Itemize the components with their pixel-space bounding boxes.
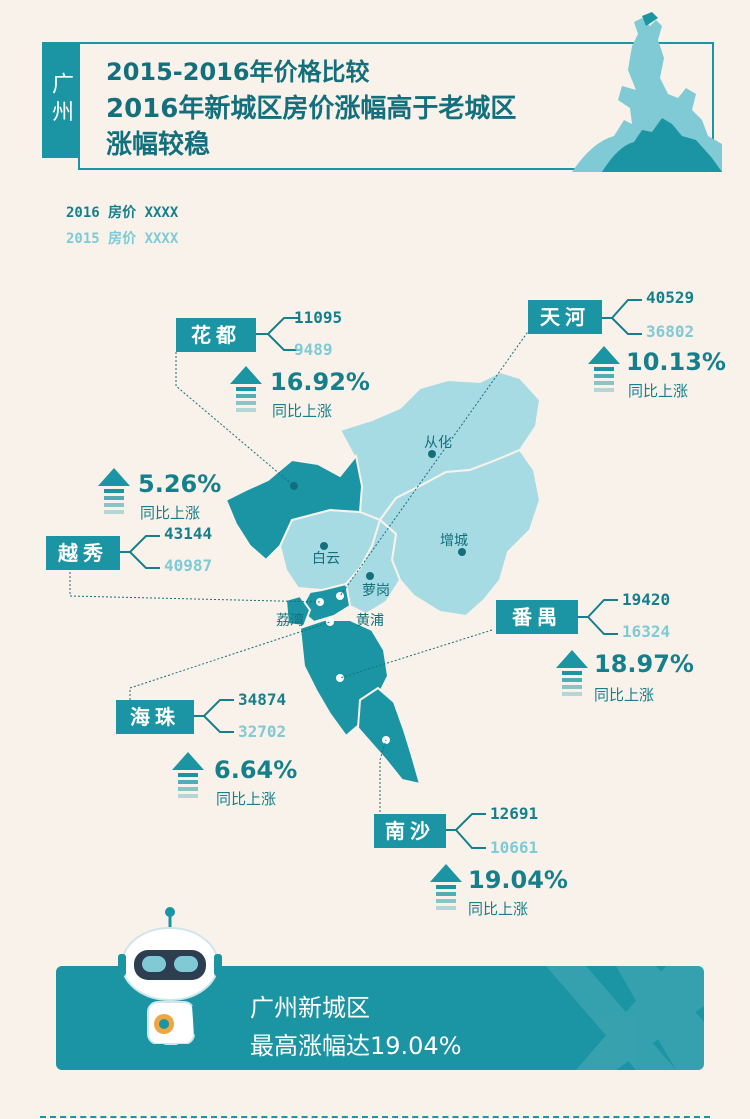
district-tianhe-label: 天河 (528, 300, 602, 334)
footer-divider (40, 1116, 710, 1118)
map-label-huangpu: 黄浦 (356, 613, 384, 629)
district-huadu-label: 花都 (176, 318, 256, 352)
panyu-2016-price: 19420 (622, 590, 671, 609)
map-label-conghua: 从化 (424, 435, 452, 451)
huadu-2016-price: 11095 (294, 308, 343, 327)
title-line-3: 涨幅较稳 (106, 130, 211, 160)
tianhe-2015-price: 36802 (646, 322, 695, 341)
tianhe-2016-price: 40529 (646, 288, 695, 307)
guangzhou-map (69, 299, 642, 910)
nansha-2016-price: 12691 (490, 804, 539, 823)
city-tab: 广州 (42, 42, 78, 158)
tianhe-yoy-label: 同比上涨 (628, 382, 689, 400)
nansha-2015-price: 10661 (490, 838, 539, 857)
map-region-nansha (356, 686, 422, 786)
yuexiu-yoy-label: 同比上涨 (140, 504, 201, 522)
title-frame (78, 42, 714, 170)
district-nansha-label: 南沙 (374, 814, 446, 848)
nansha-yoy-label: 同比上涨 (468, 900, 529, 918)
yuexiu-2015-price: 40987 (164, 556, 213, 575)
banner-stripes-icon (546, 966, 704, 1070)
map-region-huadu (224, 453, 364, 562)
district-yuexiu-label: 越秀 (46, 536, 120, 570)
banner-line-2: 最高涨幅达19.04% (250, 1032, 462, 1060)
nansha-growth-pct: 19.04% (468, 866, 568, 894)
title-line-1: 2015-2016年价格比较 (106, 58, 370, 86)
huadu-yoy-label: 同比上涨 (272, 402, 333, 420)
tianhe-growth-pct: 10.13% (626, 348, 726, 376)
haizhu-yoy-label: 同比上涨 (216, 790, 277, 808)
haizhu-2016-price: 34874 (238, 690, 287, 709)
huadu-growth-pct: 16.92% (270, 368, 370, 396)
panyu-yoy-label: 同比上涨 (594, 686, 655, 704)
district-panyu-label: 番禺 (496, 600, 578, 634)
map-region-liwan (284, 594, 312, 628)
robot-mascot-icon (118, 907, 222, 1060)
map-label-zengcheng: 增城 (440, 533, 468, 549)
haizhu-2015-price: 32702 (238, 722, 287, 741)
map-label-baiyun: 白云 (312, 551, 340, 567)
huadu-2015-price: 9489 (294, 340, 333, 359)
haizhu-growth-pct: 6.64% (214, 756, 298, 784)
map-label-luogang: 萝岗 (362, 583, 390, 599)
legend-2015: 2015 房价 XXXX (66, 231, 179, 247)
legend-2016: 2016 房价 XXXX (66, 205, 179, 221)
panyu-growth-pct: 18.97% (594, 650, 694, 678)
five-goats-statue-icon (572, 12, 722, 172)
yuexiu-growth-pct: 5.26% (138, 470, 222, 498)
banner-line-1: 广州新城区 (250, 994, 370, 1022)
yuexiu-2016-price: 43144 (164, 524, 213, 543)
panyu-2015-price: 16324 (622, 622, 671, 641)
map-label-liwan: 荔湾 (276, 613, 304, 629)
title-line-2: 2016年新城区房价涨幅高于老城区 (106, 94, 517, 124)
district-haizhu-label: 海珠 (116, 700, 194, 734)
